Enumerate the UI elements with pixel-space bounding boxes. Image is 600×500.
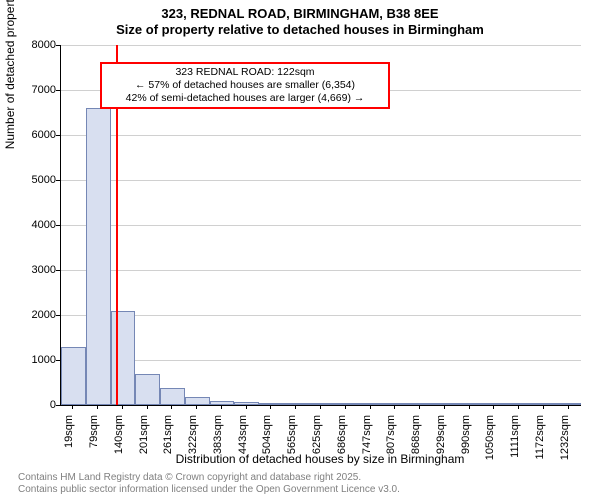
y-tick-label: 4000 (6, 219, 56, 231)
x-tick-mark (469, 405, 470, 409)
y-tick-mark (56, 45, 60, 46)
chart-title-line2: Size of property relative to detached ho… (0, 22, 600, 37)
histogram-bar (432, 403, 457, 405)
histogram-bar (210, 401, 235, 406)
annotation-line2: ← 57% of detached houses are smaller (6,… (106, 79, 384, 92)
attribution-line1: Contains HM Land Registry data © Crown c… (18, 472, 400, 484)
annotation-box: 323 REDNAL ROAD: 122sqm ← 57% of detache… (100, 62, 390, 109)
x-tick-mark (196, 405, 197, 409)
x-tick-mark (295, 405, 296, 409)
x-tick-mark (444, 405, 445, 409)
y-tick-mark (56, 315, 60, 316)
x-tick-mark (171, 405, 172, 409)
histogram-bar (185, 397, 210, 405)
y-tick-mark (56, 405, 60, 406)
x-tick-mark (72, 405, 73, 409)
gridline-h (61, 360, 581, 361)
x-tick-mark (147, 405, 148, 409)
gridline-h (61, 135, 581, 136)
attribution-line2: Contains public sector information licen… (18, 484, 400, 496)
x-tick-mark (394, 405, 395, 409)
x-tick-mark (419, 405, 420, 409)
y-tick-label: 6000 (6, 129, 56, 141)
x-tick-mark (543, 405, 544, 409)
y-tick-mark (56, 360, 60, 361)
histogram-bar (457, 403, 482, 405)
x-tick-mark (270, 405, 271, 409)
gridline-h (61, 180, 581, 181)
annotation-line3: 42% of semi-detached houses are larger (… (106, 92, 384, 105)
histogram-bar (259, 403, 284, 405)
y-tick-mark (56, 90, 60, 91)
y-tick-label: 7000 (6, 84, 56, 96)
histogram-bar (358, 403, 383, 405)
y-tick-label: 8000 (6, 39, 56, 51)
histogram-bar (135, 374, 160, 405)
gridline-h (61, 315, 581, 316)
y-tick-label: 3000 (6, 264, 56, 276)
x-tick-mark (370, 405, 371, 409)
x-tick-mark (568, 405, 569, 409)
y-tick-mark (56, 180, 60, 181)
y-tick-mark (56, 135, 60, 136)
y-tick-label: 5000 (6, 174, 56, 186)
x-tick-mark (345, 405, 346, 409)
gridline-h (61, 270, 581, 271)
y-axis-label: Number of detached properties (3, 0, 17, 149)
y-tick-mark (56, 270, 60, 271)
y-tick-label: 1000 (6, 354, 56, 366)
histogram-bar (234, 402, 259, 405)
histogram-chart: 323, REDNAL ROAD, BIRMINGHAM, B38 8EE Si… (0, 0, 600, 500)
histogram-bar (531, 403, 556, 405)
y-tick-mark (56, 225, 60, 226)
x-tick-mark (320, 405, 321, 409)
histogram-bar (160, 388, 185, 405)
x-tick-mark (246, 405, 247, 409)
chart-title-line1: 323, REDNAL ROAD, BIRMINGHAM, B38 8EE (0, 6, 600, 21)
histogram-bar (86, 108, 111, 405)
annotation-line1: 323 REDNAL ROAD: 122sqm (106, 66, 384, 79)
attribution-text: Contains HM Land Registry data © Crown c… (18, 472, 400, 496)
histogram-bar (556, 403, 581, 405)
x-tick-mark (518, 405, 519, 409)
histogram-bar (333, 403, 358, 405)
y-tick-label: 0 (6, 399, 56, 411)
y-tick-label: 2000 (6, 309, 56, 321)
histogram-bar (111, 311, 136, 406)
gridline-h (61, 225, 581, 226)
x-tick-mark (97, 405, 98, 409)
x-tick-mark (221, 405, 222, 409)
gridline-h (61, 45, 581, 46)
histogram-bar (61, 347, 86, 406)
x-tick-mark (122, 405, 123, 409)
x-tick-mark (493, 405, 494, 409)
